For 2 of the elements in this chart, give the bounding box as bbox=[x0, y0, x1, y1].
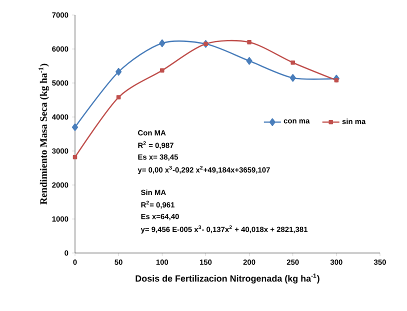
x-axis-title: Dosis de Fertilizacion Nitrogenada (kg ha$^{-1}$) bbox=[136, 274, 320, 284]
y-axis-title: Rendimiento Masa Seca (kg ha$^{-1}$) bbox=[38, 64, 50, 205]
